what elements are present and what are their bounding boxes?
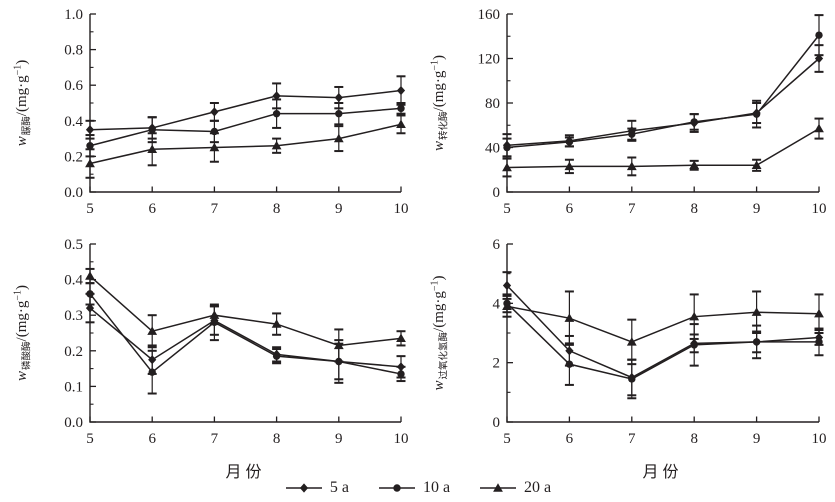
legend-label-5a: 5 a (329, 479, 349, 496)
svg-text:120: 120 (478, 52, 501, 68)
svg-text:0.6: 0.6 (64, 78, 83, 94)
svg-text:5: 5 (86, 431, 94, 447)
svg-text:0.4: 0.4 (64, 273, 83, 289)
svg-text:40: 40 (485, 141, 500, 157)
legend-label-10a: 10 a (422, 479, 451, 496)
svg-text:0: 0 (493, 415, 501, 431)
svg-text:0.0: 0.0 (64, 185, 83, 201)
x-axis-label-left: 月份 (225, 464, 266, 481)
svg-text:80: 80 (485, 96, 500, 112)
svg-text:8: 8 (690, 201, 698, 217)
svg-text:8: 8 (273, 431, 281, 447)
legend-item-5a: 5 a (284, 479, 349, 497)
svg-text:9: 9 (753, 201, 761, 217)
svg-text:w磷酸酶/(mg·g−1): w磷酸酶/(mg·g−1) (13, 285, 33, 381)
svg-text:8: 8 (690, 431, 698, 447)
svg-text:0.5: 0.5 (64, 237, 83, 253)
svg-text:0: 0 (493, 185, 501, 201)
panel-invertase: 0 40 80 120 160 5 6 7 8 9 10 w转化酶/(mg·g−1) (417, 0, 835, 230)
legend-marker-circle-icon (378, 484, 415, 492)
svg-text:5: 5 (86, 201, 94, 217)
svg-text:4: 4 (493, 296, 501, 312)
panel-catalase: 0 2 4 6 5 6 7 8 9 10 w过氧化氢酶/(mg·g−1) (417, 230, 835, 460)
svg-text:6: 6 (493, 237, 501, 253)
svg-text:2: 2 (493, 356, 501, 372)
svg-text:6: 6 (148, 201, 156, 217)
svg-text:9: 9 (335, 431, 343, 447)
svg-text:160: 160 (478, 7, 501, 23)
panel-phosphatase: 0.0 0.1 0.2 0.3 0.4 0.5 5 6 7 8 9 10 w磷酸酶/(mg·g−1) (0, 230, 417, 460)
svg-text:w过氧化氢酶/(mg·g−1): w过氧化氢酶/(mg·g−1) (430, 276, 450, 391)
svg-text:1.0: 1.0 (64, 7, 83, 23)
svg-text:7: 7 (628, 431, 636, 447)
svg-text:10: 10 (394, 431, 409, 447)
svg-text:0.1: 0.1 (64, 379, 83, 395)
legend-marker-triangle-icon (480, 483, 517, 492)
svg-text:0.2: 0.2 (64, 149, 83, 165)
svg-text:w转化酶/(mg·g−1): w转化酶/(mg·g−1) (430, 55, 450, 151)
svg-text:6: 6 (566, 431, 574, 447)
chart-catalase: 0 2 4 6 5 6 7 8 9 10 w过氧化氢酶/(mg·g−1) (430, 237, 827, 447)
legend-label-20a: 20 a (524, 479, 552, 496)
svg-text:6: 6 (566, 201, 574, 217)
svg-text:5: 5 (503, 201, 511, 217)
svg-text:6: 6 (148, 431, 156, 447)
svg-text:8: 8 (273, 201, 281, 217)
svg-text:10: 10 (812, 431, 827, 447)
chart-grid: 0.0 0.2 0.4 0.6 0.8 1.0 5 6 7 8 9 10 w脲酶/(mg·g−1) 0 4… (0, 0, 835, 460)
chart-urease: 0.0 0.2 0.4 0.6 0.8 1.0 5 6 7 8 9 10 w脲酶/(mg·g−1) (13, 7, 409, 217)
svg-text:w脲酶/(mg·g−1): w脲酶/(mg·g−1) (13, 60, 33, 147)
chart-phosphatase: 0.0 0.1 0.2 0.3 0.4 0.5 5 6 7 8 9 10 w磷酸酶/(mg·g−1) (13, 237, 409, 447)
svg-text:10: 10 (812, 201, 827, 217)
legend-item-20a: 20 a (478, 479, 551, 497)
legend: 5 a 10 a 20 a (0, 476, 835, 500)
svg-text:9: 9 (335, 201, 343, 217)
svg-text:0.4: 0.4 (64, 114, 83, 130)
svg-text:9: 9 (753, 431, 761, 447)
svg-text:0.8: 0.8 (64, 43, 83, 59)
panel-urease: 0.0 0.2 0.4 0.6 0.8 1.0 5 6 7 8 9 10 w脲酶/(mg·g−1) (0, 0, 417, 230)
x-axis-labels: 月份 月份 (0, 458, 835, 481)
chart-invertase: 0 40 80 120 160 5 6 7 8 9 10 w转化酶/(mg·g−1) (430, 7, 827, 217)
svg-text:7: 7 (211, 431, 219, 447)
x-axis-label-right: 月份 (642, 464, 683, 481)
svg-text:10: 10 (394, 201, 409, 217)
svg-text:0.0: 0.0 (64, 415, 83, 431)
svg-text:0.2: 0.2 (64, 344, 83, 360)
svg-text:0.3: 0.3 (64, 308, 83, 324)
svg-text:5: 5 (503, 431, 511, 447)
legend-item-10a: 10 a (377, 479, 450, 497)
legend-marker-diamond-icon (285, 483, 322, 493)
svg-text:7: 7 (211, 201, 219, 217)
svg-text:7: 7 (628, 201, 636, 217)
